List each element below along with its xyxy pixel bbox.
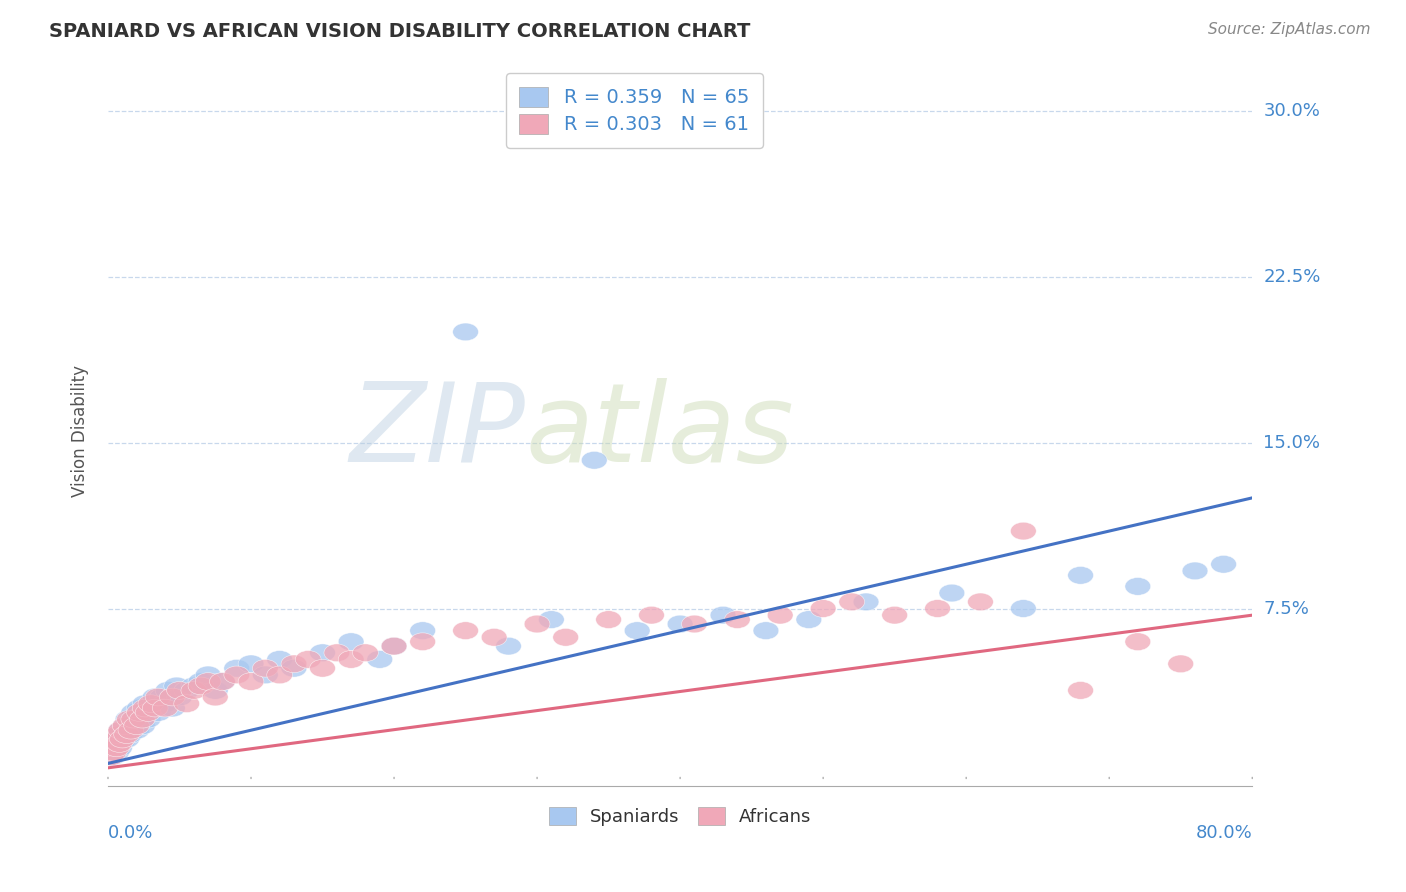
Text: 15.0%: 15.0% [1264,434,1320,451]
Text: 7.5%: 7.5% [1264,599,1309,617]
Text: 22.5%: 22.5% [1264,268,1320,285]
Text: atlas: atlas [526,378,794,485]
Text: 0.0%: 0.0% [108,824,153,842]
Text: 30.0%: 30.0% [1264,102,1320,120]
Text: Source: ZipAtlas.com: Source: ZipAtlas.com [1208,22,1371,37]
Text: 80.0%: 80.0% [1195,824,1253,842]
Y-axis label: Vision Disability: Vision Disability [72,366,89,498]
Legend: Spaniards, Africans: Spaniards, Africans [541,799,818,833]
Text: ZIP: ZIP [350,378,526,485]
Text: SPANIARD VS AFRICAN VISION DISABILITY CORRELATION CHART: SPANIARD VS AFRICAN VISION DISABILITY CO… [49,22,751,41]
